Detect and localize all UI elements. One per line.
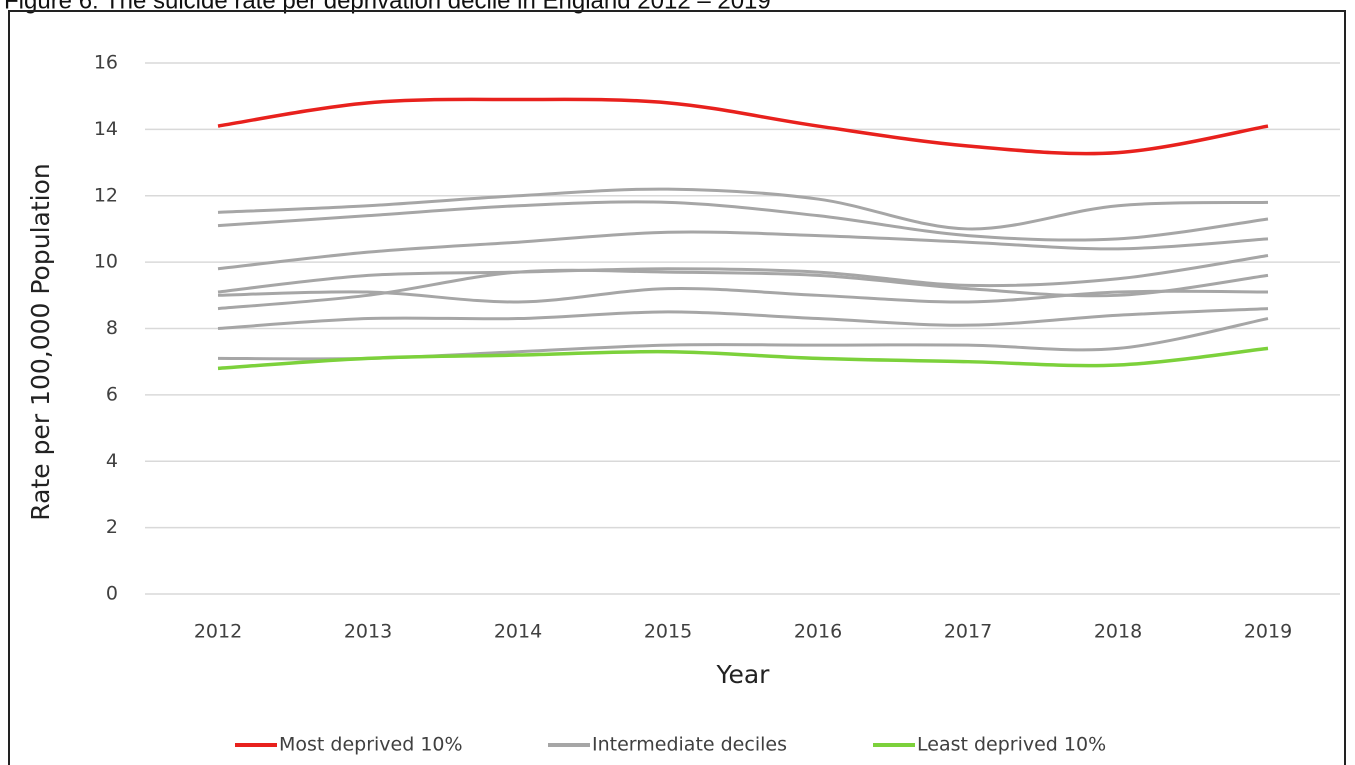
y-tick-label: 2 [106, 516, 118, 538]
x-axis-label: Year [716, 660, 771, 689]
x-tick-label: 2015 [644, 621, 692, 643]
y-tick-label: 12 [94, 184, 118, 206]
series-line [217, 307, 1269, 330]
x-tick-label: 2012 [194, 621, 242, 643]
y-tick-label: 16 [94, 52, 118, 74]
series-line [217, 97, 1269, 156]
x-tick-label: 2016 [794, 621, 842, 643]
x-tick-label: 2013 [344, 621, 392, 643]
y-tick-label: 6 [106, 383, 118, 405]
x-tick-label: 2017 [944, 621, 992, 643]
legend-label: Least deprived 10% [917, 734, 1106, 756]
y-tick-label: 10 [94, 251, 118, 273]
chart-title: Figure 6: The suicide rate per deprivati… [4, 0, 771, 14]
x-tick-label: 2019 [1244, 621, 1292, 643]
y-axis-label: Rate per 100,000 Population [26, 163, 55, 520]
chart-border [8, 10, 1346, 765]
series-line [217, 187, 1269, 231]
y-tick-label: 14 [94, 118, 118, 140]
series-line [217, 254, 1269, 294]
series-line [217, 346, 1269, 371]
x-tick-label: 2014 [494, 621, 542, 643]
series-line [217, 287, 1269, 304]
legend-label: Intermediate deciles [592, 734, 787, 756]
x-tick-label: 2018 [1094, 621, 1142, 643]
legend-label: Most deprived 10% [279, 734, 463, 756]
y-tick-label: 8 [106, 317, 118, 339]
series-line [217, 230, 1269, 271]
y-tick-label: 0 [106, 583, 118, 605]
y-tick-label: 4 [106, 450, 118, 472]
series-line [217, 200, 1269, 242]
